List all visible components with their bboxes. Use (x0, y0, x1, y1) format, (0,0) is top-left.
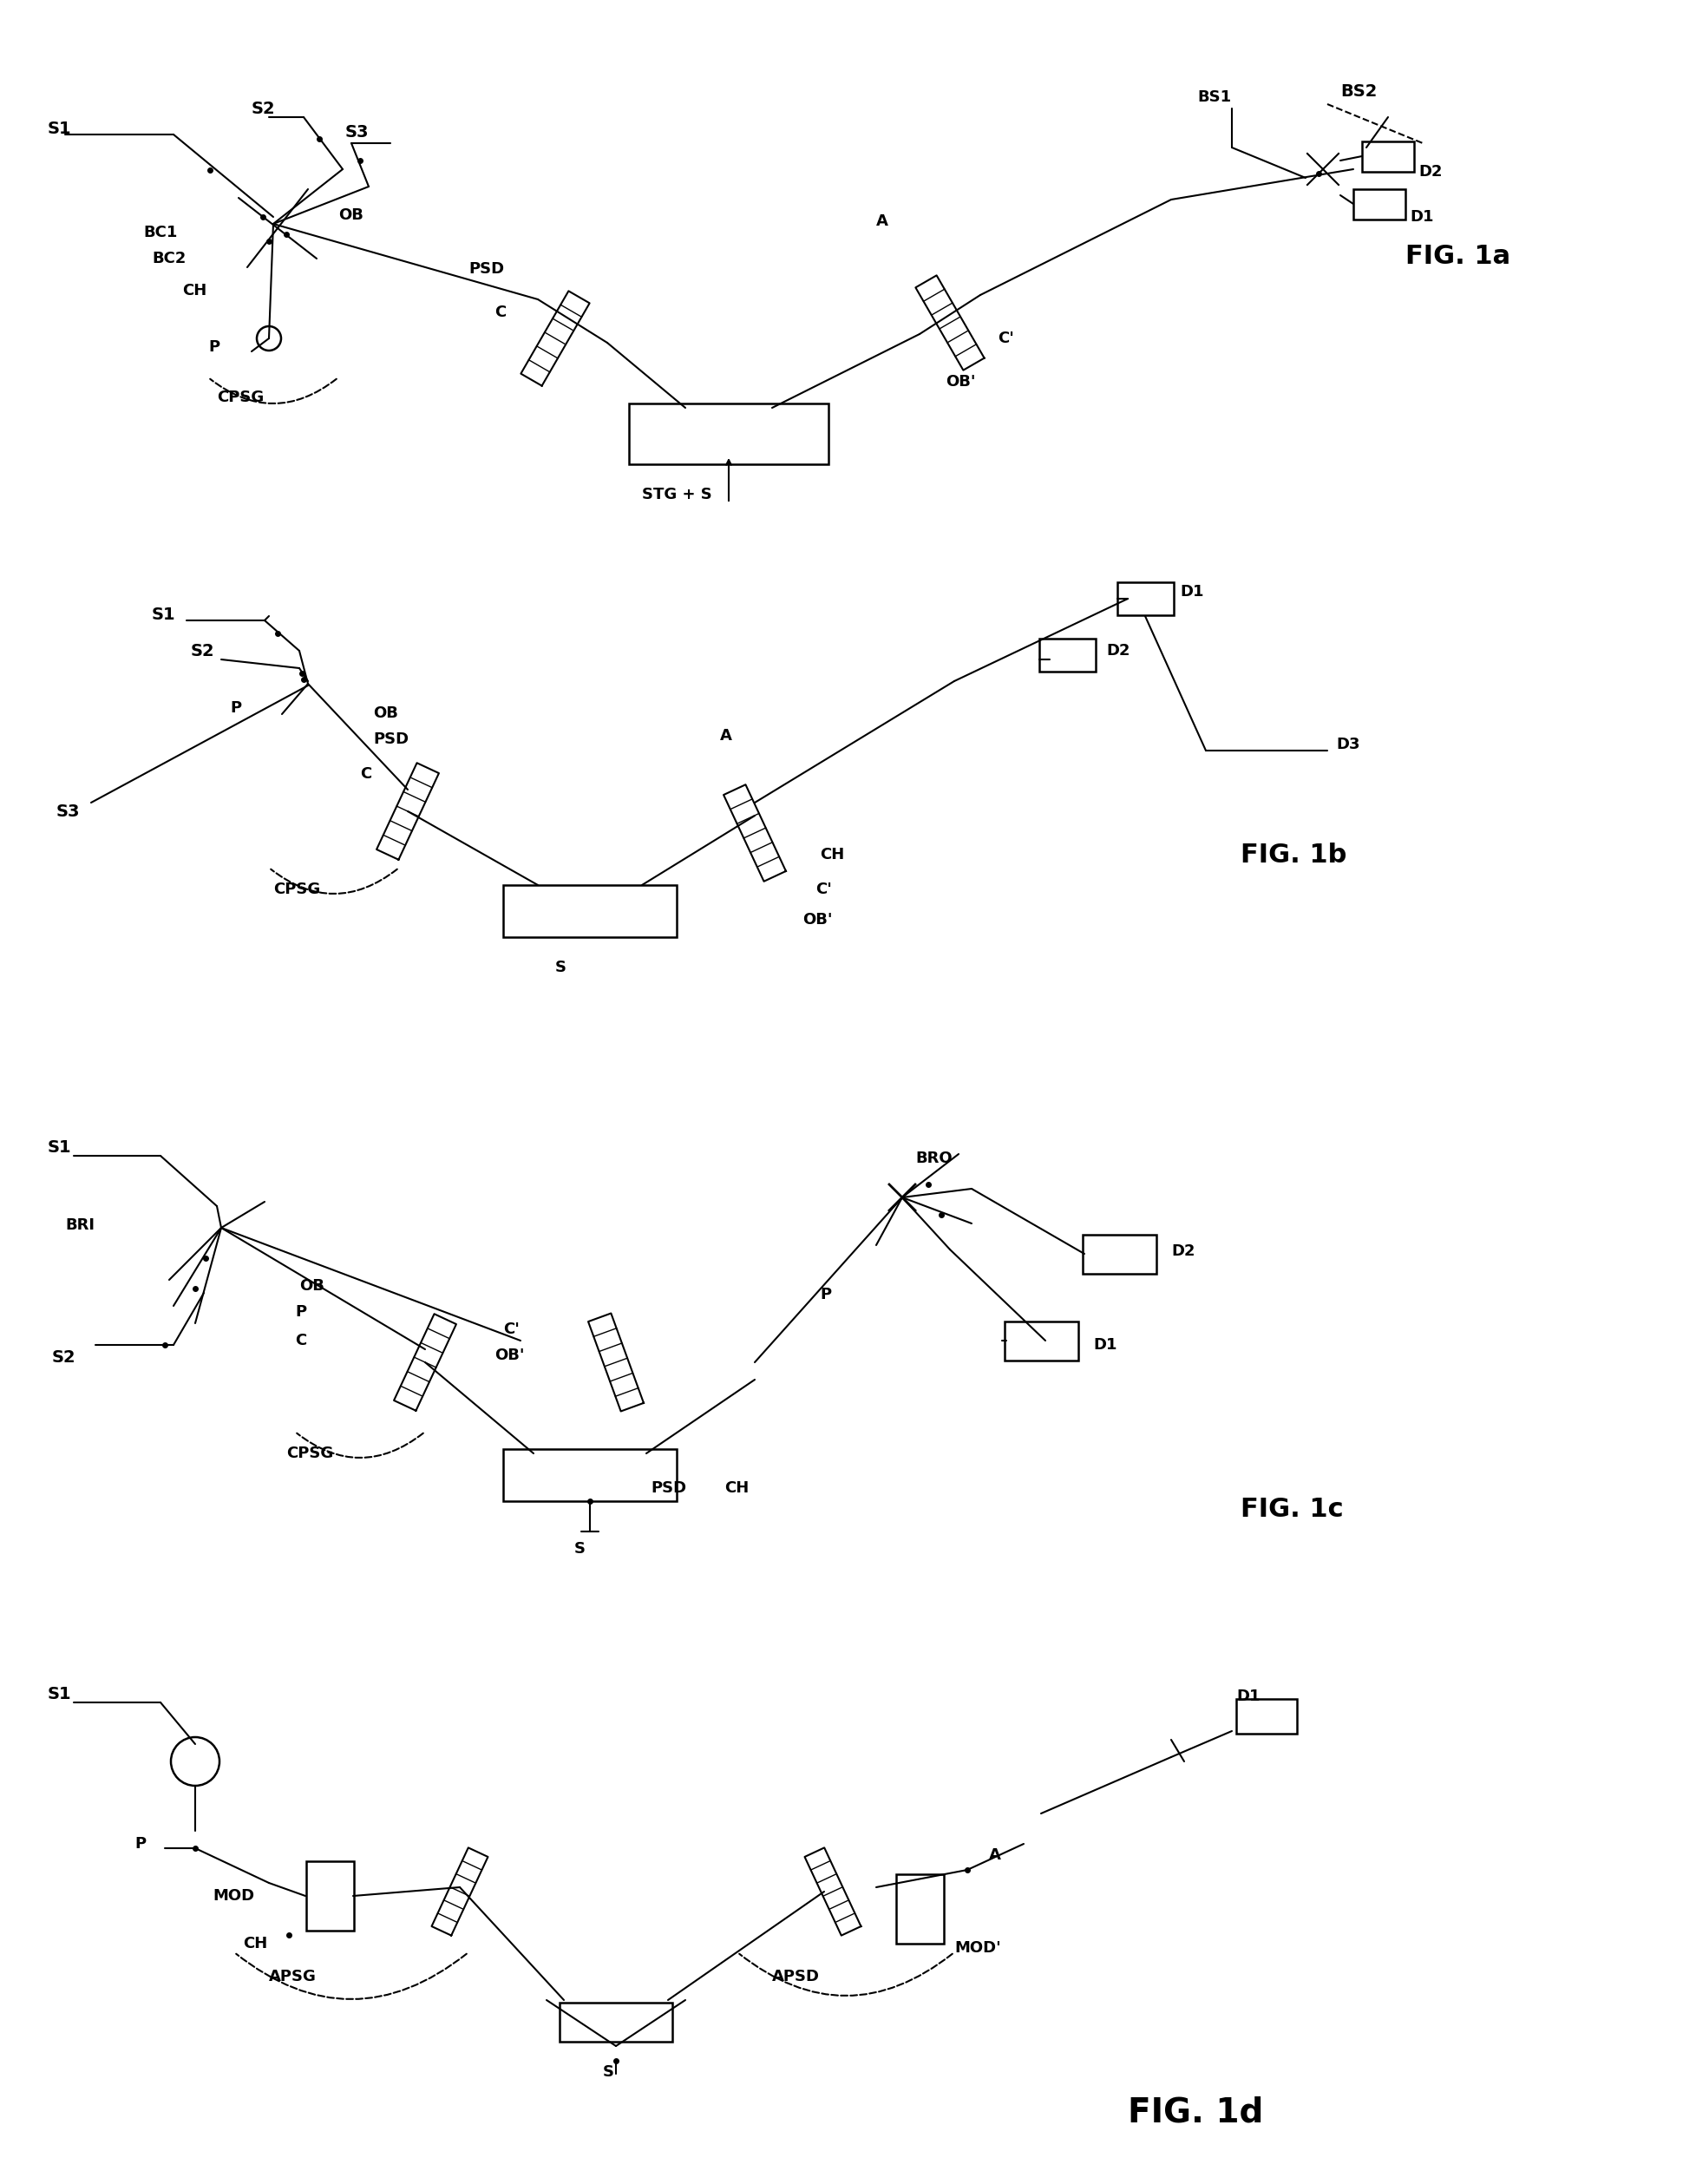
Text: BS2: BS2 (1340, 83, 1377, 98)
Text: S1: S1 (47, 1138, 71, 1155)
Text: OB': OB' (802, 913, 833, 928)
Text: BS1: BS1 (1197, 90, 1231, 105)
Bar (1004, 1321, 1077, 1361)
Text: FIG. 1a: FIG. 1a (1404, 242, 1509, 269)
Text: A: A (875, 214, 887, 229)
Bar (305, 1861, 353, 1931)
Text: D3: D3 (1335, 736, 1358, 751)
Text: MOD': MOD' (953, 1939, 1001, 1957)
Bar (560, 2003, 672, 2042)
Text: FIG. 1b: FIG. 1b (1240, 843, 1347, 867)
Text: S2: S2 (251, 100, 275, 116)
Text: APSG: APSG (268, 1968, 317, 1985)
Text: P: P (819, 1286, 831, 1302)
Text: S1: S1 (47, 120, 71, 138)
Text: D1: D1 (1236, 1688, 1260, 1704)
Text: A: A (719, 727, 731, 743)
Text: S3: S3 (344, 124, 370, 140)
Text: P: P (134, 1837, 146, 1852)
Text: PSD: PSD (468, 262, 504, 277)
Text: CPSG: CPSG (217, 389, 265, 406)
Text: C': C' (997, 330, 1014, 347)
Text: BC2: BC2 (151, 251, 187, 266)
Text: D1: D1 (1409, 210, 1433, 225)
Text: C': C' (504, 1321, 519, 1337)
Text: D2: D2 (1418, 164, 1442, 179)
Text: OB: OB (338, 207, 363, 223)
Text: S1: S1 (47, 1686, 71, 1701)
Text: OB': OB' (494, 1348, 524, 1363)
Text: S3: S3 (56, 804, 80, 819)
Bar (1116, 583, 1172, 616)
Text: CH: CH (819, 847, 845, 863)
Text: CH: CH (181, 284, 207, 299)
Text: PSD: PSD (373, 732, 409, 747)
Text: CH: CH (243, 1935, 268, 1952)
Text: STG + S: STG + S (641, 487, 712, 502)
Bar (629, 404, 828, 465)
Text: C: C (295, 1332, 307, 1348)
Text: BRO: BRO (914, 1151, 951, 1166)
Text: P: P (295, 1304, 307, 1319)
Text: S: S (573, 1542, 585, 1557)
Text: D1: D1 (1092, 1337, 1116, 1352)
Text: S2: S2 (190, 642, 215, 660)
Text: P: P (209, 339, 219, 354)
Text: FIG. 1c: FIG. 1c (1240, 1498, 1343, 1522)
Text: OB: OB (298, 1278, 324, 1293)
Text: S: S (602, 2064, 614, 2079)
Text: APSD: APSD (772, 1968, 819, 1985)
Text: OB': OB' (945, 373, 975, 389)
Text: CPSG: CPSG (273, 882, 321, 898)
Bar (504, 1448, 677, 1500)
Text: C': C' (816, 882, 831, 898)
Text: CH: CH (724, 1481, 748, 1496)
Bar (504, 885, 677, 937)
Text: C: C (494, 304, 505, 321)
Text: D2: D2 (1106, 642, 1130, 660)
Bar (1038, 638, 1094, 673)
Text: BRI: BRI (64, 1216, 95, 1234)
Text: S2: S2 (53, 1350, 76, 1367)
Bar (1082, 1234, 1155, 1273)
Text: C: C (360, 767, 371, 782)
Text: BC1: BC1 (142, 225, 176, 240)
Text: P: P (229, 701, 241, 716)
Text: A: A (989, 1848, 1001, 1863)
Text: CPSG: CPSG (287, 1446, 332, 1461)
Text: MOD: MOD (212, 1889, 254, 1904)
Bar (1236, 1699, 1296, 1734)
Bar (1353, 188, 1404, 218)
Text: S: S (555, 959, 566, 976)
Text: S1: S1 (151, 607, 176, 622)
Text: D2: D2 (1170, 1243, 1194, 1258)
Bar (1362, 142, 1413, 170)
Text: D1: D1 (1179, 583, 1202, 601)
Text: OB: OB (373, 705, 399, 721)
Text: PSD: PSD (650, 1481, 685, 1496)
Text: FIG. 1d: FIG. 1d (1128, 2097, 1264, 2129)
Bar (895, 1874, 943, 1944)
